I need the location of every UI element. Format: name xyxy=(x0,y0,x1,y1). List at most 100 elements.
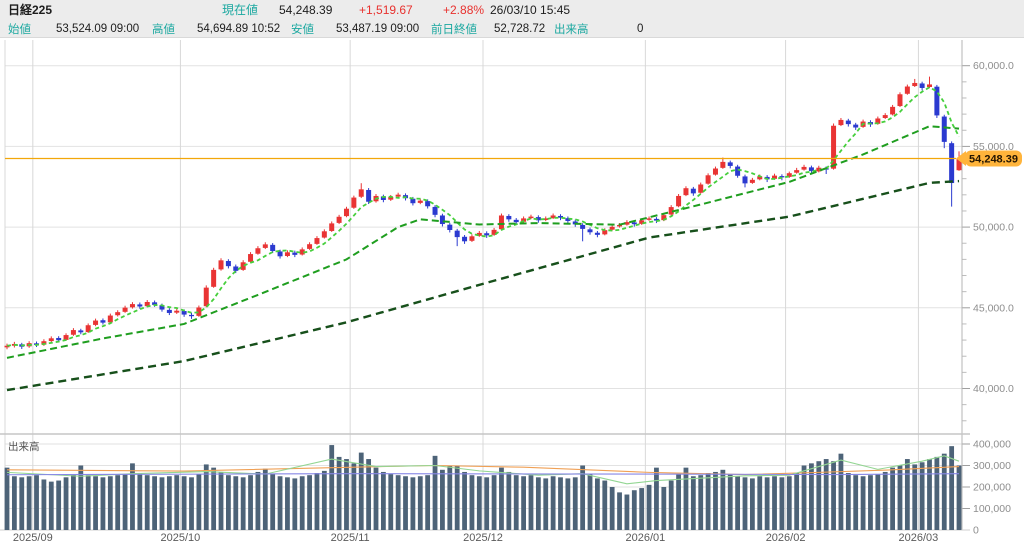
volume-bar[interactable] xyxy=(336,456,342,530)
volume-bar[interactable] xyxy=(432,455,438,530)
candle-body[interactable] xyxy=(639,220,645,224)
candle-body[interactable] xyxy=(934,86,940,116)
candle-body[interactable] xyxy=(617,225,623,227)
volume-bar[interactable] xyxy=(454,465,460,531)
candle-body[interactable] xyxy=(299,249,305,255)
candle-body[interactable] xyxy=(676,195,682,207)
volume-bar[interactable] xyxy=(683,467,689,530)
volume-bar[interactable] xyxy=(85,475,91,530)
volume-bar[interactable] xyxy=(757,476,763,530)
candle-body[interactable] xyxy=(801,166,807,170)
volume-bar[interactable] xyxy=(654,467,659,530)
candle-body[interactable] xyxy=(248,254,254,262)
candle-body[interactable] xyxy=(4,345,10,348)
volume-bar[interactable] xyxy=(521,476,526,530)
volume-bar[interactable] xyxy=(580,465,586,531)
volume-bar[interactable] xyxy=(344,459,349,530)
candle-body[interactable] xyxy=(712,168,718,175)
volume-bar[interactable] xyxy=(956,465,962,531)
candle-body[interactable] xyxy=(144,301,150,307)
volume-bar[interactable] xyxy=(831,461,836,530)
candle-body[interactable] xyxy=(476,232,482,236)
candle-body[interactable] xyxy=(78,330,84,333)
volume-bar[interactable] xyxy=(358,452,364,530)
candle-body[interactable] xyxy=(956,158,962,171)
volume-bar[interactable] xyxy=(668,480,674,530)
candle-body[interactable] xyxy=(757,176,763,180)
candle-body[interactable] xyxy=(609,226,615,230)
volume-bar[interactable] xyxy=(624,494,630,530)
candle-body[interactable] xyxy=(808,167,814,171)
candle-body[interactable] xyxy=(912,82,918,87)
candle-body[interactable] xyxy=(949,143,955,184)
volume-bar[interactable] xyxy=(853,475,859,530)
volume-bar[interactable] xyxy=(484,477,490,530)
candle-body[interactable] xyxy=(284,252,290,256)
volume-bar[interactable] xyxy=(93,476,98,530)
volume-bar[interactable] xyxy=(602,480,608,530)
candle-body[interactable] xyxy=(262,244,268,248)
volume-bar[interactable] xyxy=(676,474,681,530)
volume-bar[interactable] xyxy=(26,476,32,530)
candle-body[interactable] xyxy=(432,206,438,215)
volume-bar[interactable] xyxy=(690,476,696,530)
volume-bar[interactable] xyxy=(609,487,615,530)
volume-bar[interactable] xyxy=(506,471,512,530)
volume-bar[interactable] xyxy=(816,461,822,530)
volume-bar[interactable] xyxy=(395,475,401,530)
candle-body[interactable] xyxy=(506,215,512,220)
volume-bar[interactable] xyxy=(130,463,135,530)
candle-body[interactable] xyxy=(890,106,896,115)
chart-svg[interactable]: 60,000.0 55,000.0 50,000.0 45,000.0 40,000.0… xyxy=(0,38,1024,551)
candle-body[interactable] xyxy=(594,232,600,235)
volume-bar[interactable] xyxy=(904,459,910,530)
candle-body[interactable] xyxy=(181,311,187,315)
candle-body[interactable] xyxy=(425,201,431,207)
volume-bar[interactable] xyxy=(292,478,298,530)
candle-body[interactable] xyxy=(580,225,586,229)
volume-bar[interactable] xyxy=(595,478,600,530)
volume-bar[interactable] xyxy=(927,459,932,530)
candle-body[interactable] xyxy=(558,215,563,218)
candle-body[interactable] xyxy=(897,94,903,107)
volume-bar[interactable] xyxy=(4,467,10,530)
volume-bar[interactable] xyxy=(115,475,121,530)
volume-bar[interactable] xyxy=(262,468,268,530)
candle-body[interactable] xyxy=(462,236,468,242)
volume-bar[interactable] xyxy=(528,475,534,530)
volume-bar[interactable] xyxy=(764,477,770,530)
candle-body[interactable] xyxy=(690,188,696,194)
candle-body[interactable] xyxy=(211,269,217,287)
volume-bar[interactable] xyxy=(949,446,955,530)
candle-body[interactable] xyxy=(602,230,608,235)
candle-body[interactable] xyxy=(329,223,335,231)
volume-bar[interactable] xyxy=(535,477,541,530)
volume-bar[interactable] xyxy=(218,471,224,530)
candle-body[interactable] xyxy=(137,304,143,307)
volume-bar[interactable] xyxy=(875,474,881,530)
candle-body[interactable] xyxy=(705,175,711,184)
candle-body[interactable] xyxy=(543,218,549,220)
candle-body[interactable] xyxy=(875,118,881,124)
candle-body[interactable] xyxy=(189,314,194,317)
volume-bar[interactable] xyxy=(499,467,504,530)
volume-bar[interactable] xyxy=(809,463,814,530)
volume-bar[interactable] xyxy=(34,475,39,530)
volume-bar[interactable] xyxy=(713,471,718,530)
volume-bar[interactable] xyxy=(742,477,748,530)
volume-bar[interactable] xyxy=(735,476,741,530)
candle-body[interactable] xyxy=(166,309,172,313)
candle-body[interactable] xyxy=(122,307,128,312)
candle-body[interactable] xyxy=(380,196,386,200)
candle-body[interactable] xyxy=(225,260,231,267)
volume-bar[interactable] xyxy=(462,471,467,530)
volume-bar[interactable] xyxy=(845,473,851,530)
candle-body[interactable] xyxy=(513,219,519,223)
volume-bar[interactable] xyxy=(425,475,431,530)
volume-bar[interactable] xyxy=(550,476,556,530)
volume-bar[interactable] xyxy=(270,474,276,530)
volume-bar[interactable] xyxy=(882,471,888,530)
candle-body[interactable] xyxy=(749,179,755,183)
volume-bar[interactable] xyxy=(617,492,622,530)
volume-bar[interactable] xyxy=(513,475,519,530)
